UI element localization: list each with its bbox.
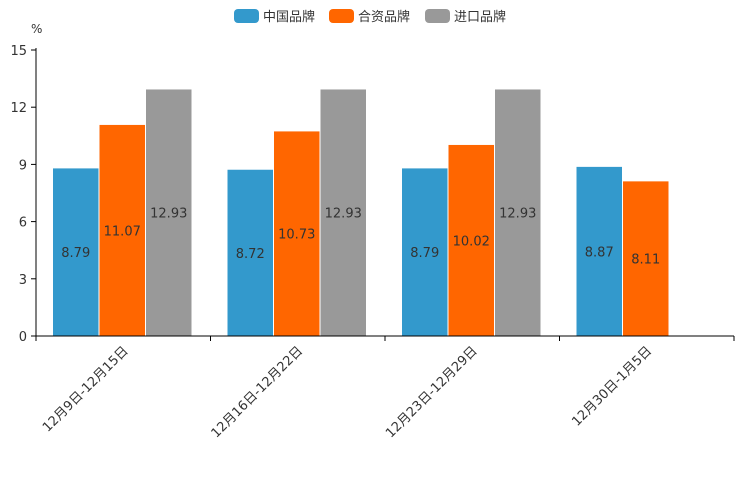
data-label: 12.93 <box>325 207 362 222</box>
legend-swatch-2[interactable] <box>425 9 450 23</box>
data-label: 10.73 <box>278 228 315 243</box>
data-label: 8.72 <box>236 247 265 262</box>
legend-swatch-0[interactable] <box>234 9 259 23</box>
y-tick-label: 15 <box>10 44 27 59</box>
data-label: 8.79 <box>410 246 439 261</box>
bar-1-0[interactable] <box>99 124 146 336</box>
legend-swatch-1[interactable] <box>329 9 354 23</box>
bar-0-3[interactable] <box>576 166 623 336</box>
y-tick-label: 12 <box>10 101 27 116</box>
x-tick-label: 12月9日-12月15日 <box>40 344 132 436</box>
x-tick-label: 12月23日-12月29日 <box>383 344 480 441</box>
y-tick-label: 6 <box>19 216 27 231</box>
data-label: 8.87 <box>585 245 614 260</box>
y-axis: 0 3 6 9 12 15 <box>10 44 37 345</box>
bar-0-1[interactable] <box>227 169 274 336</box>
bar-0-0[interactable] <box>53 168 99 336</box>
data-label: 8.11 <box>631 253 660 268</box>
legend-label-0[interactable]: 中国品牌 <box>263 9 315 25</box>
y-tick-label: 0 <box>19 330 27 345</box>
legend-label-1[interactable]: 合资品牌 <box>358 9 410 25</box>
bar-1-2[interactable] <box>448 144 495 336</box>
data-label: 12.93 <box>499 207 536 222</box>
legend-label-2[interactable]: 进口品牌 <box>454 9 506 25</box>
bar-1-1[interactable] <box>274 131 320 336</box>
data-label: 11.07 <box>104 224 141 239</box>
bar-1-3[interactable] <box>623 181 669 336</box>
x-axis: 12月9日-12月15日 12月16日-12月22日 12月23日-12月29日 12… <box>35 335 735 441</box>
data-label: 8.79 <box>61 246 90 261</box>
bar-0-2[interactable] <box>402 168 448 336</box>
legend: 中国品牌 合资品牌 进口品牌 <box>234 9 506 25</box>
x-tick-label: 12月30日-1月5日 <box>569 344 655 430</box>
bars: 8.79 11.07 12.93 8.72 10.73 12.93 8.79 10.02 12.… <box>53 89 669 336</box>
bar-2-2[interactable] <box>495 89 541 336</box>
y-tick-label: 9 <box>19 158 27 173</box>
y-axis-unit: % <box>31 22 42 36</box>
bar-2-0[interactable] <box>146 89 192 336</box>
data-label: 12.93 <box>150 207 187 222</box>
x-tick-label: 12月16日-12月22日 <box>209 344 306 441</box>
y-tick-label: 3 <box>19 273 27 288</box>
data-label: 10.02 <box>453 234 490 249</box>
bar-2-1[interactable] <box>320 89 367 336</box>
